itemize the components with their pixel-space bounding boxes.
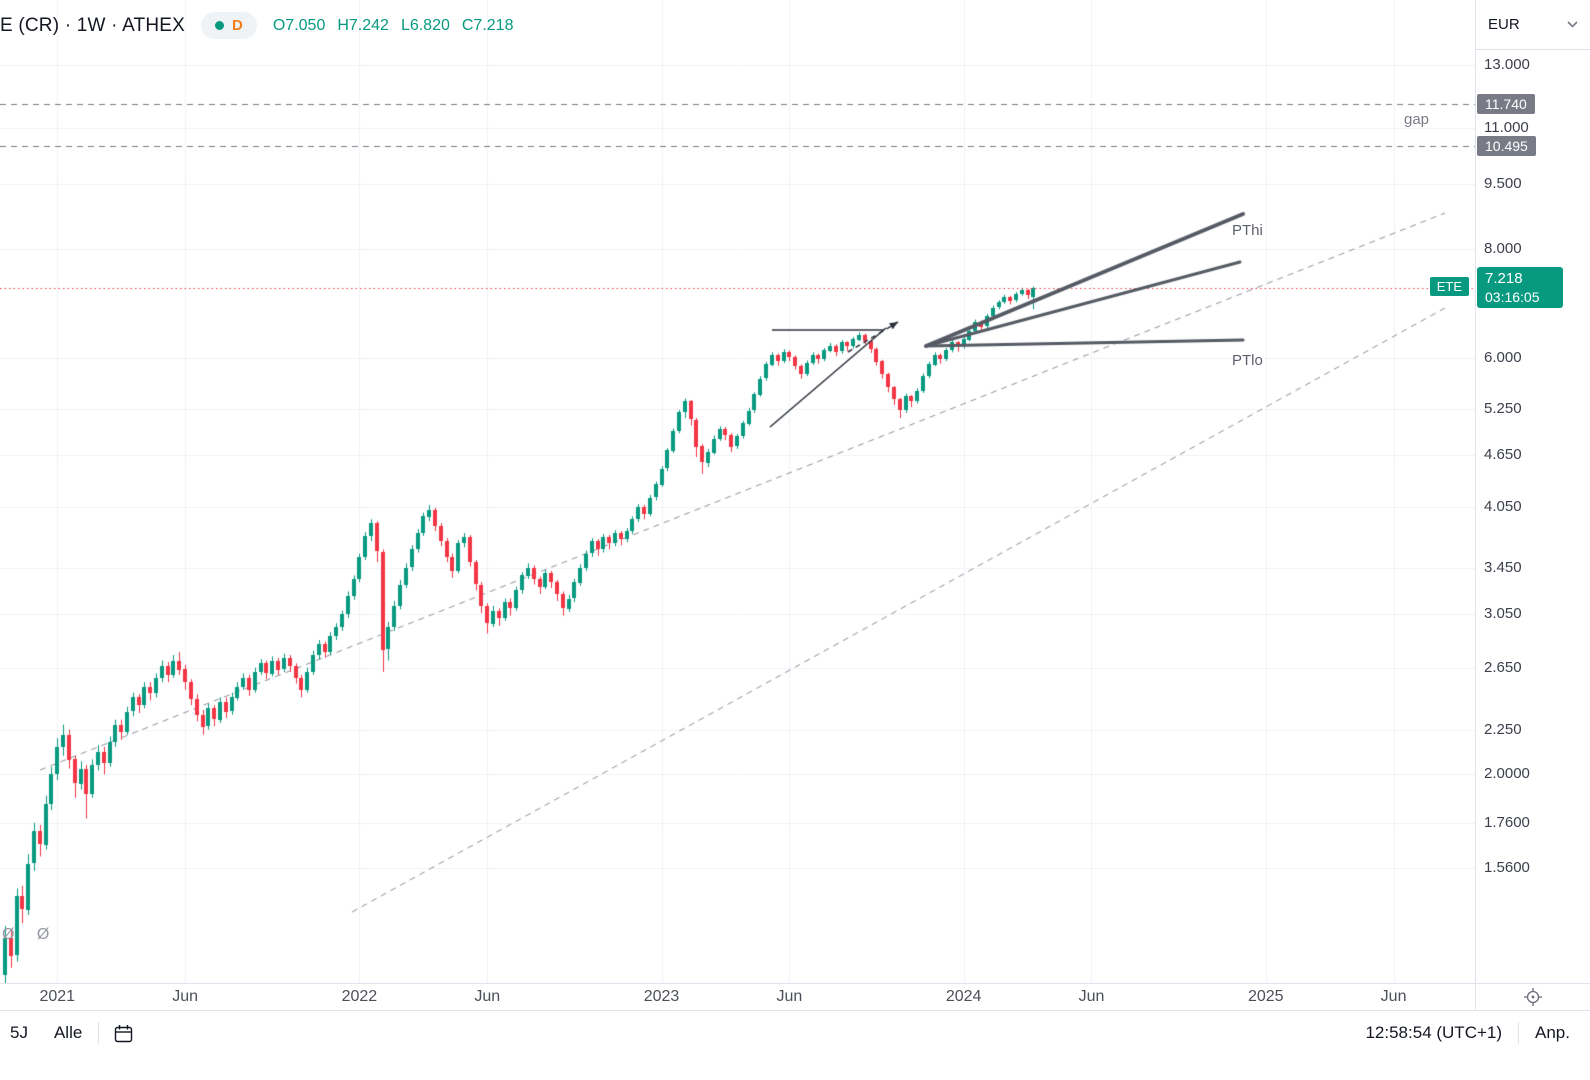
price-tick-label: 8.000 — [1484, 239, 1522, 257]
clock-button[interactable]: 12:58:54 (UTC+1) — [1365, 1023, 1503, 1042]
low-value: L6.820 — [400, 16, 450, 34]
price-tick-label: 13.000 — [1484, 55, 1530, 73]
currency-selector[interactable]: EUR — [1476, 0, 1590, 50]
price-tick-label: 2.0000 — [1484, 765, 1530, 783]
go-to-date-button[interactable] — [105, 1018, 142, 1049]
time-tick-label: Jun — [474, 988, 501, 1005]
high-value: H7.242 — [337, 16, 389, 34]
market-open-dot-icon — [215, 21, 225, 30]
chevron-down-icon — [1567, 21, 1578, 28]
price-line-symbol-badge: ETE — [1429, 276, 1469, 296]
price-tick-label: 5.250 — [1484, 399, 1522, 417]
ohlc-values: O7.050 H7.242 L6.820 C7.218 — [273, 17, 514, 35]
price-level-badge: 11.740 — [1477, 93, 1535, 114]
candlestick-chart-canvas[interactable] — [0, 0, 1475, 983]
time-tick-label: 2025 — [1247, 988, 1284, 1005]
ptlo-label: PTlo — [1232, 352, 1263, 369]
chart-area[interactable]: E (CR) · 1W · ATHEX D O7.050 H7.242 L6.8… — [0, 0, 1475, 1010]
price-tick-label: 4.650 — [1484, 445, 1522, 463]
time-tick-label: Jun — [172, 988, 199, 1005]
time-tick-label: 2023 — [643, 988, 680, 1005]
main-area: E (CR) · 1W · ATHEX D O7.050 H7.242 L6.8… — [0, 0, 1590, 1010]
price-level-badge: 10.495 — [1477, 136, 1536, 157]
target-icon — [1524, 988, 1542, 1006]
chart-legend: E (CR) · 1W · ATHEX D O7.050 H7.242 L6.8… — [0, 12, 513, 39]
delayed-data-badge: D — [232, 17, 243, 34]
close-value: C7.218 — [461, 16, 514, 34]
price-tick-label: 6.000 — [1484, 348, 1522, 366]
range-all-button[interactable]: Alle — [53, 1023, 83, 1042]
price-tick-label: 3.450 — [1484, 558, 1522, 576]
time-tick-label: 2022 — [341, 988, 378, 1005]
price-tick-label: 11.000 — [1484, 119, 1529, 137]
bottom-toolbar: 5J Alle 12:58:54 (UTC+1) Anp. — [0, 1010, 1590, 1080]
current-price-badge: 7.218 03:16:05 — [1477, 266, 1563, 308]
open-value: O7.050 — [272, 16, 326, 34]
time-tick-label: 2024 — [945, 988, 982, 1005]
time-controls: 12:58:54 (UTC+1) Anp. — [1355, 1016, 1580, 1050]
price-tick-label: 2.650 — [1484, 658, 1522, 676]
time-axis[interactable]: 2021 Jun 2022 Jun 2023 Jun 2024 Jun 2025 Jun — [0, 983, 1475, 1010]
symbol-title[interactable]: E (CR) · 1W · ATHEX — [0, 14, 186, 36]
pthi-label: PThi — [1232, 222, 1263, 239]
time-tick-label: Jun — [1380, 988, 1407, 1005]
price-tick-label: 1.5600 — [1484, 859, 1530, 877]
price-tick-label: 3.050 — [1484, 605, 1522, 623]
scales-settings-button[interactable] — [1476, 983, 1590, 1010]
range-5y-button[interactable]: 5J — [10, 1023, 28, 1042]
time-tick-label: Jun — [776, 988, 803, 1005]
time-tick-label: Jun — [1078, 988, 1105, 1005]
price-axis[interactable]: EUR 7.218 03:16:05 13.000 11.00 — [1475, 0, 1590, 1010]
currency-label: EUR — [1488, 16, 1520, 33]
toolbar-divider — [98, 1022, 100, 1044]
adjust-button[interactable]: Anp. — [1535, 1023, 1570, 1042]
price-tick-label: 9.500 — [1484, 174, 1522, 192]
range-controls: 5J Alle — [0, 1016, 142, 1050]
price-tick-label: 1.7600 — [1484, 813, 1530, 831]
time-tick-label: 2021 — [39, 988, 76, 1005]
current-price-value: 7.218 — [1485, 269, 1523, 287]
price-tick-label: 4.050 — [1484, 497, 1522, 515]
market-status-pill[interactable]: D — [201, 12, 257, 39]
bar-countdown: 03:16:05 — [1485, 288, 1540, 305]
toolbar-divider — [1518, 1022, 1520, 1044]
price-tick-label: 2.250 — [1484, 720, 1522, 738]
gap-annotation: gap — [1404, 111, 1430, 128]
calendar-icon — [115, 1024, 133, 1042]
average-indicators: Ø Ø — [2, 926, 59, 943]
